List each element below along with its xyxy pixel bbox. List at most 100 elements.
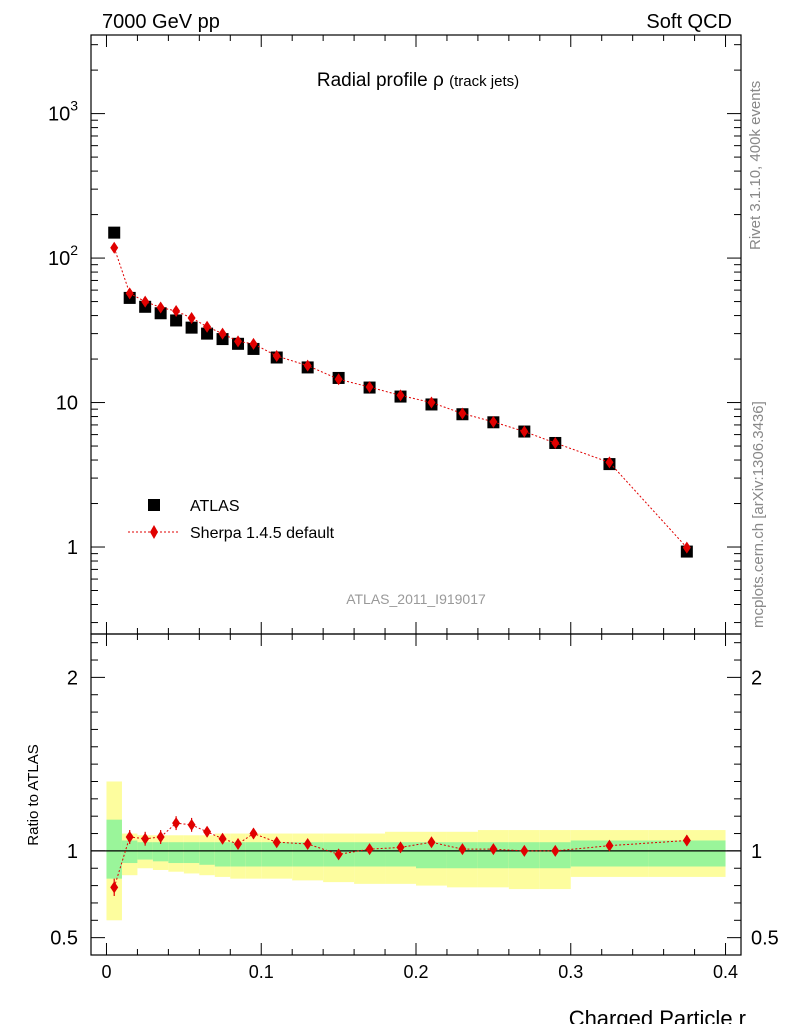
ratio-point-sherpa xyxy=(605,839,614,852)
ratio-y-tick-label: 1 xyxy=(67,841,78,863)
y-tick-base: 10 xyxy=(56,393,78,415)
y-tick-label: 1 xyxy=(67,537,78,559)
ratio-point-sherpa xyxy=(334,848,343,861)
ratio-point-sherpa xyxy=(551,844,560,857)
legend-mc-marker xyxy=(150,525,158,539)
data-point-atlas xyxy=(108,226,121,239)
ratio-point-sherpa xyxy=(365,843,374,856)
y-tick-label: 102 xyxy=(48,242,78,270)
data-point-sherpa xyxy=(156,301,165,314)
data-point-sherpa xyxy=(682,541,691,554)
ratio-point-sherpa xyxy=(682,834,691,847)
main-panel: Radial profile ρ (track jets) 103102101 … xyxy=(48,34,742,635)
ratio-point-sherpa xyxy=(172,817,181,830)
ratio-point-sherpa xyxy=(427,836,436,849)
ratio-axes: 0 0.1 0.2 0.3 0.4 0.5 0.5 1 1 2 2 xyxy=(50,633,779,982)
header-right: Soft QCD xyxy=(646,11,732,33)
main-data-layer xyxy=(108,226,693,558)
ratio-band-inner xyxy=(199,842,215,865)
x-tick-label: 0.1 xyxy=(249,962,274,982)
data-point-sherpa xyxy=(551,436,560,449)
ratio-ylabel: Ratio to ATLAS xyxy=(25,744,42,845)
ratio-frame xyxy=(90,633,742,956)
ratio-data-layer xyxy=(91,816,741,897)
data-point-atlas xyxy=(185,321,198,334)
legend: ATLAS Sherpa 1.4.5 default xyxy=(128,498,335,542)
ratio-point-sherpa xyxy=(234,837,243,850)
main-title: Radial profile ρ (track jets) xyxy=(317,70,519,91)
y-tick-label: 103 xyxy=(48,98,78,126)
ratio-point-sherpa xyxy=(303,837,312,850)
data-point-sherpa xyxy=(172,305,181,318)
data-point-sherpa xyxy=(272,349,281,362)
ratio-band-inner xyxy=(230,842,246,867)
y-tick-exponent: 2 xyxy=(70,242,78,258)
ratio-point-sherpa xyxy=(489,843,498,856)
ratio-point-sherpa xyxy=(458,843,467,856)
ratio-panel: 0 0.1 0.2 0.3 0.4 0.5 0.5 1 1 2 2 Ratio to ATLAS C… xyxy=(25,633,779,1024)
ratio-y-tick-label: 2 xyxy=(67,667,78,689)
main-title-text: Radial profile xyxy=(317,70,428,91)
ratio-point-sherpa xyxy=(218,832,227,845)
data-point-sherpa xyxy=(520,425,529,438)
main-title-sub: (track jets) xyxy=(449,73,519,90)
y-tick-exponent: 3 xyxy=(70,98,78,114)
data-point-sherpa xyxy=(218,327,227,340)
main-title-symbol: ρ xyxy=(433,70,444,91)
mcplots-label: mcplots.cern.ch [arXiv:1306.3436] xyxy=(750,401,767,628)
data-point-sherpa xyxy=(234,335,243,348)
data-point-sherpa xyxy=(141,295,150,308)
ratio-point-sherpa xyxy=(396,841,405,854)
data-point-sherpa xyxy=(303,359,312,372)
y-tick-base: 10 xyxy=(48,104,70,126)
data-point-sherpa xyxy=(489,415,498,428)
y-tick-base: 10 xyxy=(48,248,70,270)
ratio-point-sherpa xyxy=(272,836,281,849)
main-frame xyxy=(90,34,742,635)
x-tick-label: 0.4 xyxy=(713,962,738,982)
data-point-sherpa xyxy=(203,320,212,333)
data-point-sherpa xyxy=(249,337,258,350)
ratio-band-inner xyxy=(106,819,122,879)
ratio-y-tick-label-right: 1 xyxy=(751,841,762,863)
ratio-line-sherpa xyxy=(113,822,687,888)
data-point-sherpa xyxy=(334,373,343,386)
data-point-atlas xyxy=(201,327,214,340)
x-axis-label: Charged Particle r xyxy=(569,1006,746,1024)
y-tick-base: 1 xyxy=(67,537,78,559)
ratio-point-sherpa xyxy=(141,832,150,845)
ratio-band-inner xyxy=(121,840,138,864)
ratio-point-sherpa xyxy=(203,825,212,838)
data-point-sherpa xyxy=(125,287,134,300)
legend-mc-label: Sherpa 1.4.5 default xyxy=(190,525,335,542)
data-point-sherpa xyxy=(605,456,614,469)
ratio-band-inner xyxy=(152,842,169,862)
data-point-sherpa xyxy=(458,407,467,420)
ratio-y-tick-label-right: 0.5 xyxy=(751,928,779,950)
data-point-atlas xyxy=(170,314,183,327)
legend-data-label: ATLAS xyxy=(190,498,240,515)
data-point-sherpa xyxy=(187,311,196,324)
ratio-point-sherpa xyxy=(156,831,165,844)
ratio-point-sherpa xyxy=(187,818,196,831)
data-point-sherpa xyxy=(365,381,374,394)
x-tick-label: 0.3 xyxy=(558,962,583,982)
analysis-id: ATLAS_2011_I919017 xyxy=(346,591,486,607)
rivet-label: Rivet 3.1.10, 400k events xyxy=(747,81,764,250)
y-tick-label: 10 xyxy=(56,393,78,415)
ratio-point-sherpa xyxy=(110,881,119,894)
ratio-band-inner xyxy=(214,842,231,867)
ratio-y-tick-label-right: 2 xyxy=(751,667,762,689)
header-left: 7000 GeV pp xyxy=(102,11,220,33)
data-point-sherpa xyxy=(110,241,119,254)
ratio-point-sherpa xyxy=(125,831,134,844)
ratio-band-inner xyxy=(183,842,200,864)
ratio-y-tick-label: 0.5 xyxy=(50,928,78,950)
data-point-sherpa xyxy=(427,396,436,409)
ratio-band-inner xyxy=(245,842,262,867)
ratio-bands xyxy=(106,781,726,921)
legend-data-marker xyxy=(148,499,160,511)
x-tick-label: 0 xyxy=(101,962,111,982)
